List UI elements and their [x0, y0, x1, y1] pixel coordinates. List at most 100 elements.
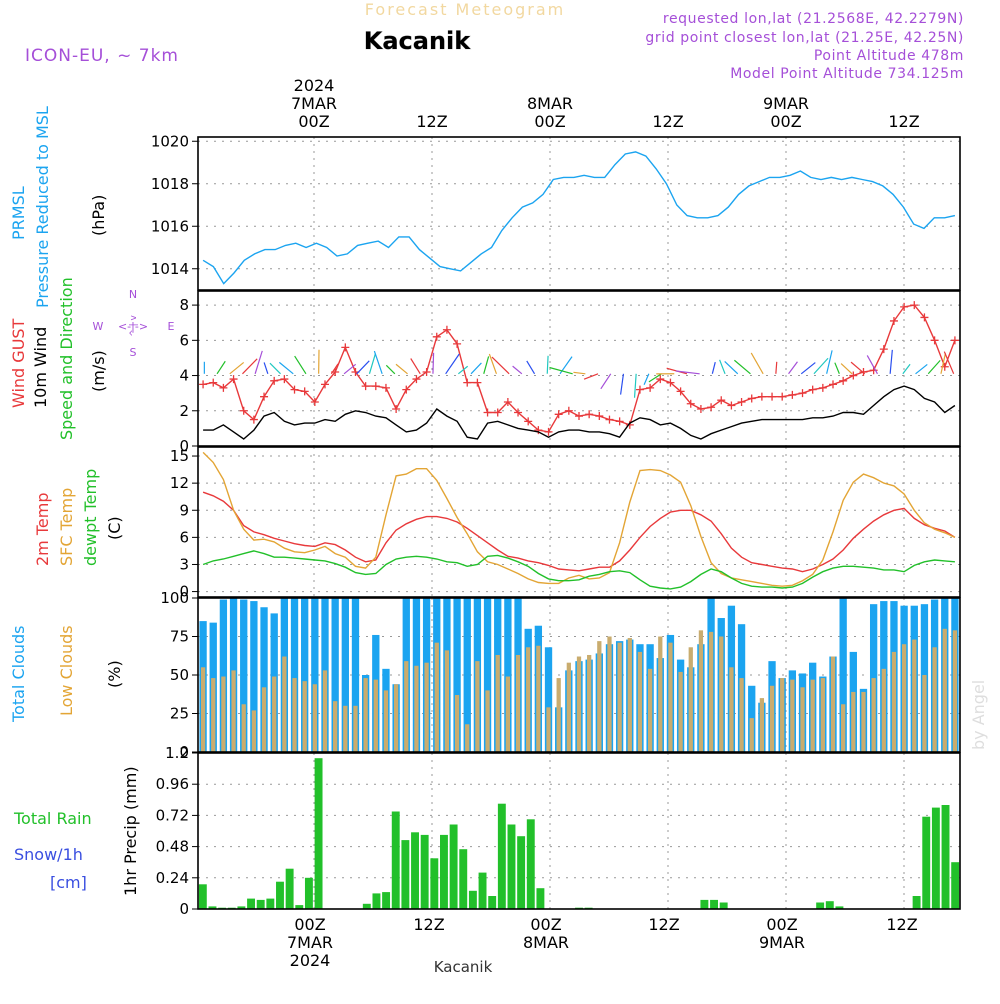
gust-marker-63 — [839, 377, 847, 385]
y-tick-label-5: 15 — [170, 447, 189, 465]
low-clouds-bar-20 — [404, 661, 408, 752]
wind-arrow-43 — [734, 360, 750, 374]
wind-arrow-3 — [242, 359, 257, 374]
low-clouds-bar-48 — [689, 647, 693, 752]
total-rain-bar-77 — [942, 805, 950, 909]
low-clouds-bar-44 — [648, 669, 652, 752]
wind-arrow-56 — [916, 364, 928, 373]
panel-frame-1 — [198, 137, 960, 290]
y-tick-label-2: 1018 — [151, 175, 189, 193]
low-clouds-bar-68 — [892, 652, 896, 752]
y-tick-label-2: 0.48 — [156, 838, 189, 856]
total-rain-bar-5 — [247, 899, 255, 909]
gust-marker-35 — [555, 410, 563, 418]
y-tick-label-3: 6 — [179, 331, 189, 349]
wind-arrow-1 — [217, 361, 225, 374]
low-clouds-bar-19 — [394, 684, 398, 752]
gust-marker-57 — [778, 393, 786, 401]
low-clouds-bar-67 — [882, 669, 886, 752]
label-10m-wind: 10m Wind — [31, 327, 50, 408]
wind-arrow-19 — [446, 354, 460, 374]
top-tick-label-6: 12Z — [888, 112, 919, 131]
gust-marker-60 — [809, 386, 817, 394]
low-clouds-bar-29 — [496, 655, 500, 752]
gust-marker-18 — [382, 384, 390, 392]
low-clouds-bar-13 — [333, 701, 337, 752]
wind-arrow-14 — [374, 351, 382, 374]
gust-marker-51 — [717, 396, 725, 404]
top-tick-label-2: 12Z — [416, 112, 447, 131]
gust-marker-55 — [758, 393, 766, 401]
low-clouds-bar-41 — [618, 643, 622, 752]
wind-arrow-30 — [573, 372, 585, 373]
wind-arrow-40 — [712, 362, 715, 374]
low-clouds-bar-43 — [638, 652, 642, 752]
wind-arrow-48 — [814, 358, 828, 374]
total-rain-bar-28 — [469, 891, 477, 909]
top-tick-label-5: 00Z — [770, 112, 801, 131]
total-rain-bar-27 — [459, 849, 467, 909]
total-rain-bar-9 — [286, 869, 294, 909]
y-tick-label-4: 100 — [160, 589, 189, 607]
label-precip-unit: 1hr Precip (mm) — [121, 766, 140, 896]
bottom-day-label-2: 8MAR — [523, 933, 569, 952]
label-prmsl: PRMSL — [9, 186, 28, 240]
wind-arrow-8 — [295, 356, 306, 374]
low-clouds-bar-25 — [455, 695, 459, 752]
gust-marker-40 — [605, 416, 613, 424]
low-clouds-bar-22 — [424, 663, 428, 752]
bottom-tick-label-6: 12Z — [886, 915, 917, 934]
label-hpa: (hPa) — [89, 195, 108, 236]
gust-marker-56 — [768, 393, 776, 401]
low-clouds-bar-49 — [699, 630, 703, 752]
low-clouds-bar-40 — [607, 637, 611, 753]
low-clouds-bar-32 — [526, 647, 530, 752]
watermark: by Angel — [969, 680, 988, 750]
bottom-tick-label-1: 00Z — [294, 915, 325, 934]
total-rain-bar-18 — [372, 893, 380, 909]
low-clouds-bar-33 — [536, 646, 540, 752]
gust-marker-50 — [707, 403, 715, 411]
low-clouds-bar-15 — [353, 706, 357, 752]
low-clouds-bar-35 — [557, 678, 561, 752]
wind-arrow-34 — [635, 374, 637, 398]
low-clouds-bar-1 — [211, 678, 215, 752]
label-sfc-temp: SFC Temp — [57, 488, 76, 566]
wind-arrow-13 — [369, 354, 375, 374]
gust-marker-62 — [829, 380, 837, 388]
label-snow: Snow/1h — [14, 845, 83, 864]
low-clouds-bar-58 — [790, 680, 794, 752]
wind-arrow-15 — [386, 365, 395, 373]
compass-west: W — [93, 320, 104, 333]
wind-arrow-33 — [621, 374, 624, 395]
gust-marker-0 — [199, 380, 207, 388]
low-clouds-bar-38 — [587, 655, 591, 752]
gust-marker-1 — [209, 379, 217, 387]
wind-arrow-49 — [827, 350, 832, 373]
total-rain-bar-75 — [922, 817, 930, 909]
gust-marker-43 — [636, 386, 644, 394]
total-rain-bar-7 — [266, 899, 274, 909]
total-rain-bar-25 — [440, 835, 448, 909]
y-tick-label-2: 50 — [170, 666, 189, 684]
prmsl-line — [203, 152, 955, 284]
bottom-day-label-1: 7MAR — [287, 933, 333, 952]
low-clouds-bar-71 — [922, 675, 926, 752]
low-clouds-bar-28 — [485, 690, 489, 752]
y-tick-label-4: 12 — [170, 474, 189, 492]
wind-arrow-25 — [513, 366, 522, 374]
gust-marker-72 — [931, 336, 939, 344]
gust-marker-54 — [748, 394, 756, 402]
low-clouds-bar-14 — [343, 706, 347, 752]
wind-compass: N S W E <-|-> ^ | v — [93, 288, 175, 359]
low-clouds-bar-72 — [932, 647, 936, 752]
wind-arrow-39 — [676, 371, 700, 374]
label-pressure-msl: Pressure Reduced to MSL — [33, 106, 52, 308]
wind-arrow-18 — [433, 353, 434, 374]
wind-arrow-46 — [789, 362, 798, 374]
low-clouds-bar-53 — [739, 678, 743, 752]
low-clouds-bar-36 — [567, 663, 571, 752]
low-clouds-bar-23 — [435, 643, 439, 752]
